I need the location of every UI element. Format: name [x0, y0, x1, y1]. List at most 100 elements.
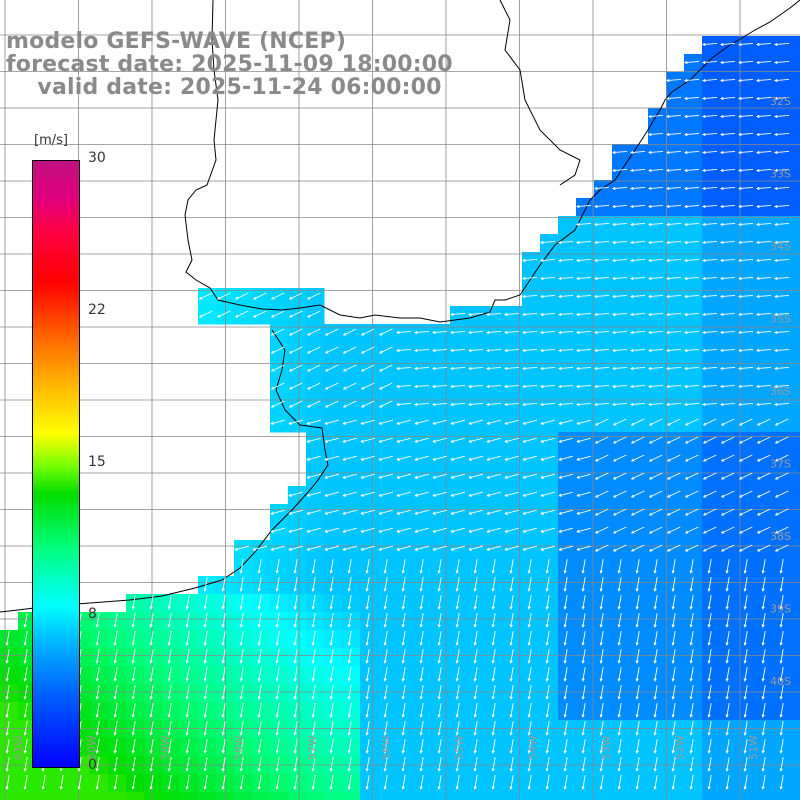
- wind-arrow: [149, 721, 154, 736]
- wind-cell: [648, 126, 667, 145]
- wind-cell: [594, 234, 613, 253]
- wind-cell: [162, 648, 181, 667]
- wind-arrow: [684, 544, 699, 552]
- wind-cell: [594, 378, 613, 397]
- wind-cell: [666, 90, 685, 109]
- wind-arrow: [684, 114, 700, 119]
- wind-arrow: [455, 577, 460, 592]
- wind-cell: [306, 702, 325, 721]
- wind-arrow: [216, 292, 231, 300]
- wind-cell: [486, 666, 505, 685]
- wind-cell: [738, 774, 757, 793]
- wind-cell: [360, 648, 379, 667]
- wind-cell: [792, 270, 800, 289]
- wind-cell: [162, 702, 181, 721]
- wind-arrow: [486, 330, 502, 335]
- wind-cell: [648, 324, 667, 343]
- wind-arrow: [131, 775, 136, 790]
- wind-arrow: [486, 419, 501, 425]
- wind-cell: [90, 738, 109, 757]
- wind-cell: [540, 288, 559, 307]
- wind-cell: [414, 540, 433, 559]
- wind-cell: [648, 144, 667, 163]
- wind-cell: [306, 378, 325, 397]
- wind-cell: [594, 666, 613, 685]
- wind-arrow: [612, 436, 627, 444]
- wind-cell: [288, 774, 307, 793]
- wind-cell: [738, 558, 757, 577]
- wind-arrow: [347, 775, 352, 790]
- wind-arrow: [396, 366, 412, 371]
- wind-cell: [576, 216, 595, 235]
- wind-arrow: [149, 703, 154, 718]
- wind-arrow: [342, 527, 357, 533]
- wind-arrow: [306, 455, 321, 461]
- wind-arrow: [396, 384, 412, 389]
- wind-arrow: [738, 240, 754, 245]
- wind-arrow: [257, 685, 262, 700]
- wind-cell: [342, 324, 361, 343]
- wind-cell: [378, 612, 397, 631]
- wind-cell: [720, 558, 739, 577]
- wind-cell: [666, 378, 685, 397]
- wind-cell: [360, 450, 379, 469]
- wind-cell: [738, 522, 757, 541]
- wind-cell: [306, 666, 325, 685]
- wind-arrow: [185, 703, 190, 718]
- wind-arrow: [473, 613, 478, 628]
- wind-cell: [792, 720, 800, 739]
- wind-arrow: [648, 276, 664, 281]
- wind-arrow: [774, 42, 790, 47]
- wind-arrow: [594, 276, 610, 281]
- wind-arrow: [437, 631, 442, 646]
- wind-cell: [360, 558, 379, 577]
- wind-cell: [558, 252, 577, 271]
- wind-cell: [270, 738, 289, 757]
- wind-cell: [270, 666, 289, 685]
- wind-cell: [666, 522, 685, 541]
- wind-arrow: [689, 757, 694, 772]
- wind-arrow: [360, 509, 375, 515]
- wind-arrow: [396, 527, 411, 533]
- wind-arrow: [383, 721, 388, 736]
- wind-arrow: [653, 649, 658, 664]
- wind-cell: [666, 558, 685, 577]
- wind-arrow: [630, 418, 645, 426]
- wind-cell: [648, 216, 667, 235]
- wind-cell: [576, 360, 595, 379]
- wind-arrow: [612, 402, 628, 407]
- coastline: [184, 0, 800, 323]
- wind-cell: [522, 324, 541, 343]
- wind-cell: [360, 576, 379, 595]
- wind-arrow: [612, 544, 627, 552]
- wind-arrow: [738, 42, 754, 47]
- wind-cell: [576, 522, 595, 541]
- wind-arrow: [185, 595, 190, 610]
- wind-arrow: [450, 348, 466, 353]
- wind-arrow: [522, 437, 537, 443]
- wind-arrow: [401, 577, 406, 592]
- wind-arrow: [689, 685, 694, 700]
- wind-arrow: [239, 631, 244, 646]
- wind-arrow: [527, 631, 532, 646]
- wind-cell: [558, 486, 577, 505]
- wind-arrow: [239, 595, 244, 610]
- wind-cell: [450, 666, 469, 685]
- wind-cell: [558, 612, 577, 631]
- wind-cell: [468, 360, 487, 379]
- wind-cell: [270, 684, 289, 703]
- wind-arrow: [491, 739, 496, 754]
- wind-arrow: [648, 384, 664, 389]
- wind-cell: [738, 216, 757, 235]
- wind-arrow: [306, 527, 321, 533]
- wind-arrow: [365, 613, 370, 628]
- wind-arrow: [738, 544, 753, 552]
- longitude-label: 56W: [380, 735, 393, 760]
- wind-cell: [450, 558, 469, 577]
- wind-arrow: [396, 545, 411, 551]
- wind-cell: [756, 540, 775, 559]
- wind-arrow: [612, 222, 628, 227]
- wind-cell: [648, 540, 667, 559]
- wind-arrow: [288, 346, 303, 354]
- wind-arrow: [522, 258, 538, 263]
